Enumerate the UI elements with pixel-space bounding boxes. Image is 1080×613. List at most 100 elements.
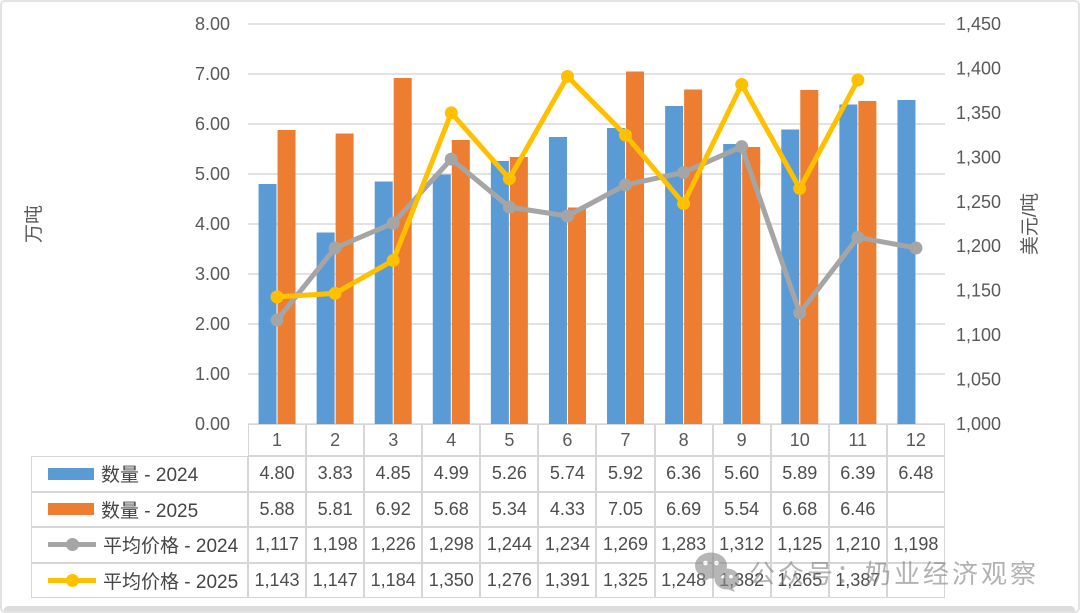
right-axis-title: 美元/吨 <box>1019 193 1041 255</box>
window-bottom-bar <box>4 606 1075 611</box>
left-axis-tick: 4.00 <box>195 214 230 234</box>
bar <box>548 137 567 424</box>
bar <box>374 181 393 424</box>
legend-key-line-marker <box>48 573 96 587</box>
value-cell: 1,312 <box>712 527 771 563</box>
value-cell: 4.33 <box>538 491 597 527</box>
right-axis-tick: 1,350 <box>956 103 1001 123</box>
value-cell: 1,391 <box>538 562 597 598</box>
right-axis-tick: 1,150 <box>956 281 1001 301</box>
x-label-cell: 11 <box>828 424 887 456</box>
value-cell: 1,210 <box>828 527 887 563</box>
line-marker <box>560 69 574 83</box>
value-cell: 6.69 <box>654 491 713 527</box>
line-marker <box>270 313 284 327</box>
left-axis-tick: 6.00 <box>195 114 230 134</box>
value-cell: 1,125 <box>770 527 829 563</box>
value-cell: 4.99 <box>422 456 481 492</box>
value-cell: 5.89 <box>770 456 829 492</box>
line-marker <box>328 241 342 255</box>
right-axis-tick: 1,000 <box>956 414 1001 434</box>
x-label-cell: 9 <box>712 424 771 456</box>
line-series <box>274 73 861 300</box>
bar <box>858 101 877 424</box>
value-cell: 6.68 <box>770 491 829 527</box>
legend-key-bar <box>48 467 94 480</box>
line-marker <box>677 165 691 179</box>
left-axis-tick: 7.00 <box>195 64 230 84</box>
value-cell <box>886 491 945 527</box>
line-marker <box>328 286 342 300</box>
value-cell: 5.34 <box>480 491 539 527</box>
right-axis-tick: 1,450 <box>956 14 1001 34</box>
x-label-cell: 6 <box>538 424 597 456</box>
wechat-icon <box>695 552 740 592</box>
watermark-text: 公众号：奶业经济观察 <box>749 558 1040 589</box>
bar <box>897 100 916 424</box>
value-cell: 1,147 <box>306 562 365 598</box>
line-marker <box>851 73 865 87</box>
x-label-cell: 4 <box>422 424 481 456</box>
line-marker <box>735 77 749 91</box>
x-label-cell: 3 <box>364 424 423 456</box>
legend-cell: 数量 - 2024 <box>31 456 248 492</box>
bar <box>839 104 858 424</box>
value-cell: 1,184 <box>364 562 423 598</box>
value-cell: 1,350 <box>422 562 481 598</box>
value-cell: 7.05 <box>596 491 655 527</box>
bar <box>626 71 645 424</box>
legend-cell: 平均价格 - 2025 <box>31 562 248 598</box>
line-marker <box>735 140 749 154</box>
value-cell: 5.81 <box>306 491 365 527</box>
value-cell: 1,226 <box>364 527 423 563</box>
right-axis-tick: 1,100 <box>956 325 1001 345</box>
value-cell: 5.68 <box>422 491 481 527</box>
x-label-cell: 12 <box>886 424 945 456</box>
line-marker <box>270 290 284 304</box>
bar <box>451 140 470 424</box>
legend-label: 平均价格 - 2024 <box>103 536 239 558</box>
value-cell: 1,244 <box>480 527 539 563</box>
left-axis-tick: 8.00 <box>195 14 230 34</box>
line-marker <box>502 172 516 186</box>
value-cell: 1,198 <box>886 527 945 563</box>
value-cell: 6.39 <box>828 456 887 492</box>
bar <box>684 89 703 424</box>
line-marker <box>793 181 807 195</box>
value-cell: 1,234 <box>538 527 597 563</box>
left-axis-tick: 0.00 <box>195 414 230 434</box>
value-cell: 5.60 <box>712 456 771 492</box>
bar <box>393 78 412 424</box>
value-cell: 5.88 <box>248 491 307 527</box>
value-cell: 6.36 <box>654 456 713 492</box>
line-marker <box>560 209 574 223</box>
value-cell: 5.54 <box>712 491 771 527</box>
right-axis-tick: 1,200 <box>956 236 1001 256</box>
bar <box>665 106 684 424</box>
bar <box>607 128 626 424</box>
value-cell: 1,387 <box>828 562 887 598</box>
value-cell: 1,198 <box>306 527 365 563</box>
line-marker <box>909 241 923 255</box>
left-axis-tick: 3.00 <box>195 264 230 284</box>
value-cell: 4.85 <box>364 456 423 492</box>
legend-label: 平均价格 - 2025 <box>103 571 239 593</box>
bar <box>567 207 586 424</box>
line-marker <box>502 200 516 214</box>
legend-cell: 数量 - 2025 <box>31 491 248 527</box>
left-axis-tick: 5.00 <box>195 164 230 184</box>
left-axis-tick: 1.00 <box>195 364 230 384</box>
x-label-cell: 10 <box>770 424 829 456</box>
line-marker <box>444 106 458 120</box>
bar <box>509 157 528 424</box>
x-label-cell: 2 <box>306 424 365 456</box>
value-cell: 1,248 <box>654 562 713 598</box>
value-cell: 5.92 <box>596 456 655 492</box>
legend-cell: 平均价格 - 2024 <box>31 527 248 563</box>
value-cell <box>886 562 945 598</box>
data-table: 1 2 3 4 5 6 7 8 9 10 11 12 数量 - 2024 4.80 3.83 4.85 4.99… <box>31 424 945 598</box>
line-marker <box>444 152 458 166</box>
value-cell: 6.48 <box>886 456 945 492</box>
left-axis-title: 万吨 <box>23 205 45 243</box>
